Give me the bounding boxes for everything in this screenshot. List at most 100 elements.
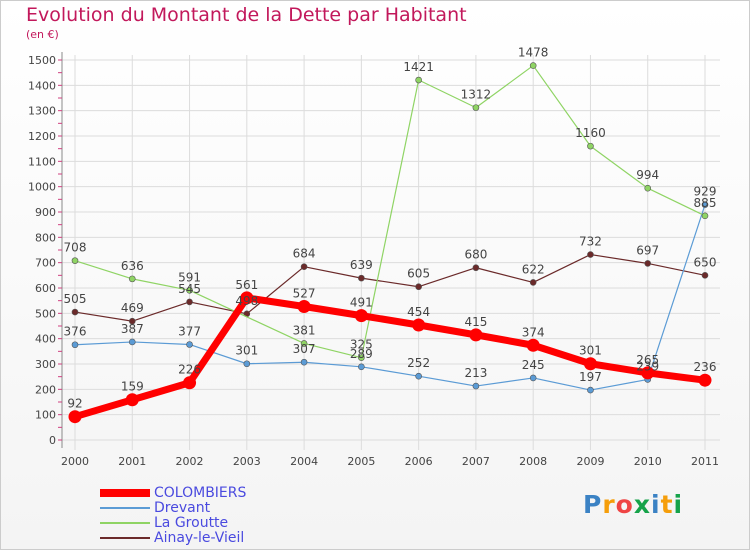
data-label: 505 [64,292,87,306]
logo-letter: x [633,490,651,519]
data-point [641,366,655,380]
y-tick-label: 200 [35,383,56,396]
y-tick-label: 1400 [28,79,56,92]
data-point [415,283,422,291]
legend-item-ainay-le-vieil: Ainay-le-Vieil [100,529,246,546]
data-label: 1312 [461,88,492,102]
legend-item-drevant: Drevant [100,499,246,516]
data-point [472,104,480,111]
series-line [74,253,706,322]
data-label: 591 [178,270,201,284]
data-label: 387 [121,322,144,336]
data-point [240,291,254,305]
data-point [300,340,308,347]
series-ainay-le-vieil [71,251,709,325]
logo-letter: r [602,490,616,519]
data-point [71,341,79,349]
data-point [358,354,365,361]
data-point [701,212,709,220]
data-point [415,372,422,380]
data-label: 325 [350,338,373,352]
data-label: 545 [178,282,201,296]
y-tick-label: 0 [49,434,56,447]
data-point [128,338,136,346]
data-point [186,286,193,294]
x-tick-label: 2001 [118,455,146,468]
data-point [472,382,480,390]
legend-label: COLOMBIERS [154,484,247,501]
y-tick-label: 1300 [28,105,56,118]
data-label: 680 [464,248,487,262]
data-label: 636 [121,259,144,273]
x-tick-label: 2005 [347,455,375,468]
legend-item-la-groutte: La Groutte [100,515,246,531]
logo-letter: i [673,490,684,519]
legend-swatch [100,536,150,539]
data-label: 415 [464,315,487,329]
data-label: 239 [636,359,659,373]
data-label: 929 [694,185,717,199]
legend-item-colombiers: COLOMBIERS [100,484,247,501]
data-label: 994 [636,168,659,182]
y-tick-label: 500 [35,307,56,320]
data-point [358,363,365,371]
y-tick-label: 300 [35,358,56,371]
data-point [128,317,136,325]
data-point [698,373,712,387]
legend-swatch [100,488,150,497]
data-label: 236 [694,360,717,374]
logo-letter: i [651,490,661,519]
data-point [128,275,136,283]
data-point [412,318,426,332]
data-point [415,76,422,84]
data-label: 265 [636,353,659,367]
data-point [587,142,594,150]
x-tick-label: 2011 [691,455,719,468]
data-label: 469 [121,301,144,315]
data-label: 226 [178,363,201,377]
x-tick-label: 2000 [61,455,89,468]
series-colombiers [68,291,712,424]
data-label: 697 [636,243,659,257]
legend-label: Ainay-le-Vieil [154,529,245,546]
data-point [472,264,480,272]
data-point [71,308,79,316]
data-label: 684 [293,247,316,261]
y-tick-label: 1100 [28,155,56,168]
data-point [71,257,79,264]
x-tick-label: 2009 [576,455,604,468]
y-tick-label: 1500 [28,54,56,67]
data-point [529,62,537,69]
data-label: 197 [579,370,602,384]
data-point [469,328,483,342]
legend-label: Drevant [154,499,211,516]
data-label: 605 [407,267,430,281]
data-point [358,274,365,282]
series-la-groutte [71,62,709,361]
data-point [186,341,193,348]
data-label: 1421 [403,60,434,74]
data-label: 1160 [575,126,606,140]
data-label: 245 [522,358,545,372]
x-tick-label: 2007 [462,455,490,468]
series-line [74,204,706,391]
series-line [71,294,709,421]
data-point [529,279,537,286]
data-point [701,272,709,279]
y-tick-label: 400 [35,333,56,346]
series-drevant [71,201,709,394]
data-point [644,260,652,267]
data-label: 1478 [518,46,549,60]
data-label: 301 [235,344,258,358]
data-label: 561 [235,278,258,292]
data-point [529,374,537,382]
x-tick-label: 2004 [290,455,318,468]
data-point [644,184,652,192]
data-label: 622 [522,262,545,276]
data-label: 639 [350,258,373,272]
data-label: 92 [67,397,82,411]
data-label: 307 [293,342,316,356]
data-label: 159 [121,380,144,394]
y-tick-label: 800 [35,231,56,244]
